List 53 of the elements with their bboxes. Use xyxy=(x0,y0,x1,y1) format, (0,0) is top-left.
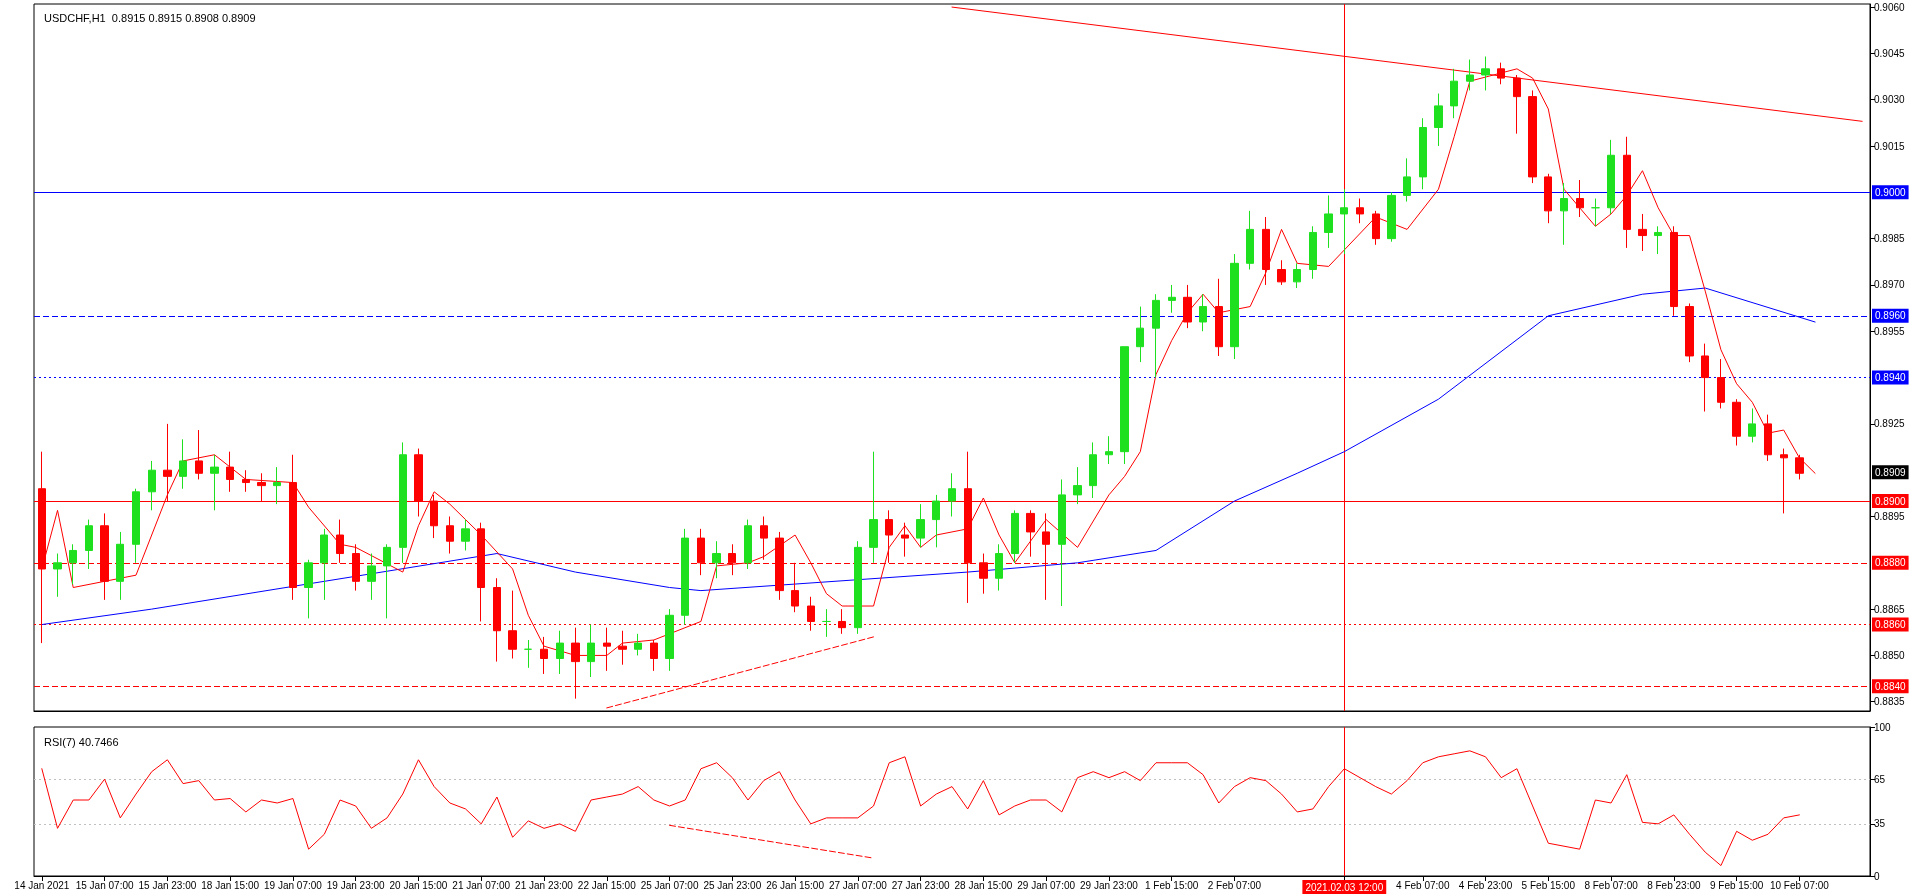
text: USDCHF,H1 0.8915 0.8915 0.8908 0.8909 xyxy=(44,11,256,24)
x-tick-label: 4 Feb 07:00 xyxy=(1396,879,1450,891)
x-tick-label: 9 Feb 15:00 xyxy=(1709,879,1764,891)
y-tick-label: 0.8835 xyxy=(1874,696,1906,708)
ref-line-label: 0.8880 xyxy=(1875,557,1907,569)
ref-line-label: 0.8940 xyxy=(1875,372,1907,384)
y-tick-label: 0.9060 xyxy=(1874,1,1906,13)
y-tick-label: 0.9015 xyxy=(1874,140,1906,152)
x-tick-label: 29 Jan 23:00 xyxy=(1080,879,1139,891)
x-tick-label: 25 Jan 23:00 xyxy=(703,879,762,891)
x-tick-label: 15 Jan 23:00 xyxy=(138,879,197,891)
ref-line-label: 0.8840 xyxy=(1875,680,1907,692)
x-tick-label: 25 Jan 07:00 xyxy=(640,879,699,891)
x-tick-label: 27 Jan 23:00 xyxy=(891,879,950,891)
x-tick-label: 29 Jan 07:00 xyxy=(1017,879,1076,891)
x-tick-label: 8 Feb 23:00 xyxy=(1647,879,1701,891)
x-tick-label: 1 Feb 15:00 xyxy=(1145,879,1199,891)
y-tick-label: 0.8865 xyxy=(1874,603,1906,615)
x-tick-label: 10 Feb 07:00 xyxy=(1769,879,1830,891)
x-tick-label: 20 Jan 15:00 xyxy=(389,879,448,891)
y-tick-label: 0.8970 xyxy=(1874,279,1906,291)
x-tick-label: 2021.02.03 12:00 xyxy=(1305,881,1384,893)
x-tick-label: 2 Feb 07:00 xyxy=(1207,879,1262,891)
x-tick-label: 8 Feb 07:00 xyxy=(1584,879,1639,891)
y-tick-label: 65 xyxy=(1874,773,1886,785)
x-tick-label: 15 Jan 07:00 xyxy=(75,879,134,891)
x-tick-label: 5 Feb 15:00 xyxy=(1521,879,1576,891)
y-tick-label: 0.8925 xyxy=(1874,418,1906,430)
x-tick-label: 28 Jan 15:00 xyxy=(954,879,1013,891)
ref-line-label: 0.9000 xyxy=(1875,186,1907,198)
y-tick-label: 0.8895 xyxy=(1874,511,1906,522)
x-tick-label: 14 Jan 2021 xyxy=(14,879,70,891)
ref-line-label: 0.8860 xyxy=(1875,619,1907,631)
x-tick-label: 21 Jan 07:00 xyxy=(452,879,511,891)
x-tick-label: 26 Jan 15:00 xyxy=(766,879,825,891)
text: RSI(7) 40.7466 xyxy=(44,735,119,748)
x-tick-label: 4 Feb 23:00 xyxy=(1458,879,1513,891)
y-tick-label: 0.8850 xyxy=(1874,649,1906,661)
y-tick-label: 100 xyxy=(1874,721,1892,733)
y-tick-label: 35 xyxy=(1874,818,1886,830)
ref-line-label: 0.8960 xyxy=(1875,310,1907,322)
x-tick-label: 21 Jan 23:00 xyxy=(515,879,574,891)
y-tick-label: 0.8955 xyxy=(1874,325,1906,337)
x-tick-label: 19 Jan 23:00 xyxy=(326,879,386,891)
annotation: 0.8909 xyxy=(1875,466,1907,478)
x-tick-label: 22 Jan 15:00 xyxy=(577,879,637,891)
y-tick-label: 0.9045 xyxy=(1874,47,1906,59)
x-tick-label: 19 Jan 07:00 xyxy=(264,879,323,891)
y-tick-label: 0.9030 xyxy=(1874,94,1906,106)
x-tick-label: 18 Jan 15:00 xyxy=(201,879,260,891)
x-tick-label: 27 Jan 07:00 xyxy=(828,879,888,891)
ref-line-label: 0.8900 xyxy=(1875,495,1907,507)
y-tick-label: 0.8985 xyxy=(1874,233,1906,245)
